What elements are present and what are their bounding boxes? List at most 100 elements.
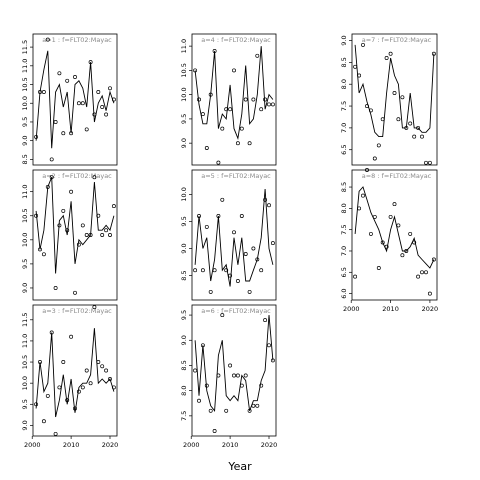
observed-point	[49, 157, 54, 162]
fitted-line	[35, 328, 115, 418]
observed-point	[76, 389, 81, 394]
y-tick-label: 10.0	[180, 187, 188, 201]
observed-point	[216, 373, 221, 378]
fitted-line	[194, 315, 274, 413]
y-tick-label: 9.0	[21, 420, 29, 430]
observed-point	[73, 290, 77, 295]
observed-point	[267, 102, 271, 107]
panel-title: a=5 : f=FLT02:Mayac	[201, 172, 271, 180]
observed-point	[108, 86, 112, 91]
observed-point	[270, 102, 275, 107]
observed-point	[38, 247, 42, 252]
observed-point	[34, 213, 39, 218]
panel-frame	[191, 33, 277, 166]
observed-point	[427, 160, 432, 165]
observed-point	[424, 160, 428, 165]
panel-title: a=8 : f=FLT02:Mayac	[362, 172, 432, 180]
y-tick-label: 10.0	[21, 233, 29, 247]
observed-point	[243, 252, 248, 256]
y-tick-label: 8.5	[21, 154, 29, 164]
observed-point	[404, 249, 409, 253]
observed-point	[247, 141, 252, 146]
observed-point	[220, 126, 225, 131]
y-tick-label: 8.0	[340, 203, 348, 213]
observed-point	[84, 127, 89, 132]
observed-point	[388, 51, 393, 56]
x-tick-label: 2010	[63, 441, 80, 449]
y-tick-label: 11.0	[21, 184, 29, 198]
observed-point	[76, 242, 81, 247]
y-tick-label: 7.5	[180, 411, 188, 421]
observed-point	[365, 168, 369, 172]
observed-point	[193, 368, 198, 373]
observed-point	[372, 156, 377, 161]
x-tick-label: 2000	[24, 441, 41, 449]
panel-frame	[351, 169, 438, 301]
observed-point	[224, 408, 229, 413]
observed-point	[220, 313, 225, 318]
y-tick-label: 9.5	[21, 259, 29, 269]
observed-point	[34, 134, 39, 139]
observed-point	[412, 134, 417, 139]
observed-point	[270, 241, 275, 246]
observed-point	[88, 233, 93, 237]
observed-point	[208, 408, 213, 413]
observed-point	[361, 42, 365, 47]
observed-point	[263, 197, 268, 202]
fitted-line	[35, 50, 115, 149]
y-tick-label: 8.0	[180, 385, 188, 395]
observed-point	[361, 193, 365, 198]
x-tick-label: 2000	[343, 305, 360, 313]
observed-point	[53, 286, 58, 290]
observed-point	[263, 97, 268, 102]
observed-point	[200, 343, 205, 348]
y-tick-label: 8.0	[340, 79, 348, 89]
observed-point	[224, 107, 229, 112]
fitted-line	[194, 188, 274, 287]
observed-point	[235, 373, 240, 378]
observed-point	[41, 252, 46, 257]
observed-point	[61, 360, 66, 364]
observed-point	[232, 68, 236, 73]
panel-7: a=7 : f=FLT02:Mayac 6.5 7.0 7.5 8.0 8.5 9.0	[340, 33, 438, 166]
panel-frame	[191, 169, 277, 301]
fitted-line	[354, 44, 435, 138]
y-tick-label: 8.5	[180, 270, 188, 280]
observed-point	[104, 228, 109, 233]
observed-point	[408, 121, 413, 126]
x-tick-label: 2020	[102, 441, 119, 449]
x-tick-label: 2010	[222, 441, 239, 449]
y-tick-label: 6.5	[340, 267, 348, 277]
panel-frame	[191, 304, 277, 437]
observed-point	[34, 402, 39, 407]
observed-point	[204, 146, 209, 150]
observed-point	[41, 90, 46, 94]
observed-point	[197, 97, 201, 102]
y-tick-label: 9.5	[21, 399, 29, 409]
observed-point	[392, 91, 397, 95]
observed-point	[267, 203, 271, 208]
observed-point	[69, 131, 74, 136]
observed-point	[208, 92, 213, 97]
y-tick-label: 6.0	[340, 288, 348, 298]
observed-point	[400, 253, 405, 258]
observed-point	[404, 125, 409, 130]
panel-title: a=3 : f=FLT02:Mayac	[42, 307, 112, 315]
y-tick-label: 8.5	[340, 182, 348, 192]
y-tick-label: 10.5	[180, 63, 188, 77]
observed-point	[259, 268, 264, 273]
observed-point	[247, 289, 252, 294]
observed-point	[228, 107, 233, 112]
x-axis-label: Year	[227, 460, 252, 473]
y-tick-label: 10.0	[21, 376, 29, 390]
observed-point	[49, 330, 54, 335]
y-tick-label: 11.0	[21, 59, 29, 73]
observed-point	[247, 408, 252, 413]
y-tick-label: 7.0	[340, 123, 348, 133]
observed-point	[431, 51, 436, 56]
y-tick-label: 8.5	[180, 360, 188, 370]
observed-point	[243, 373, 248, 378]
observed-point	[49, 175, 54, 180]
panel-6: a=6 : f=FLT02:Mayac 7.5 8.0 8.5 9.0 9.5 2000 20…	[180, 304, 277, 449]
observed-point	[100, 364, 105, 369]
